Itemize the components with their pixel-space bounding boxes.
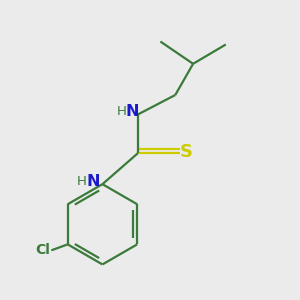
Text: N: N [87,174,100,189]
Text: N: N [125,104,139,119]
Text: Cl: Cl [36,243,50,257]
Text: H: H [77,175,87,188]
Text: S: S [180,143,193,161]
Text: H: H [117,105,127,118]
